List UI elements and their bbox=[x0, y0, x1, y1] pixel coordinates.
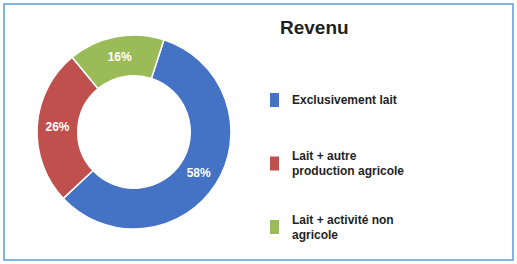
data-label: 58% bbox=[187, 166, 211, 180]
slice bbox=[72, 35, 164, 89]
data-labels: 58% 26% 16% bbox=[46, 50, 212, 180]
legend-swatch bbox=[270, 220, 279, 234]
frame bbox=[4, 4, 513, 260]
title: Revenu bbox=[280, 17, 349, 38]
data-label: 26% bbox=[46, 120, 70, 134]
chart: 58% 26% 16% Revenu Exclusivement lait Lait + … bbox=[0, 0, 517, 264]
data-label: 16% bbox=[108, 50, 132, 64]
legend: Exclusivement lait Lait + autreproduction… bbox=[270, 93, 404, 242]
legend-label: Exclusivement lait bbox=[292, 93, 397, 107]
legend-label: Lait + activité nonagricole bbox=[292, 213, 394, 242]
legend-label: Lait + autreproduction agricole bbox=[292, 149, 404, 178]
slices bbox=[37, 35, 231, 229]
legend-swatch bbox=[270, 157, 279, 171]
legend-swatch bbox=[270, 93, 279, 107]
